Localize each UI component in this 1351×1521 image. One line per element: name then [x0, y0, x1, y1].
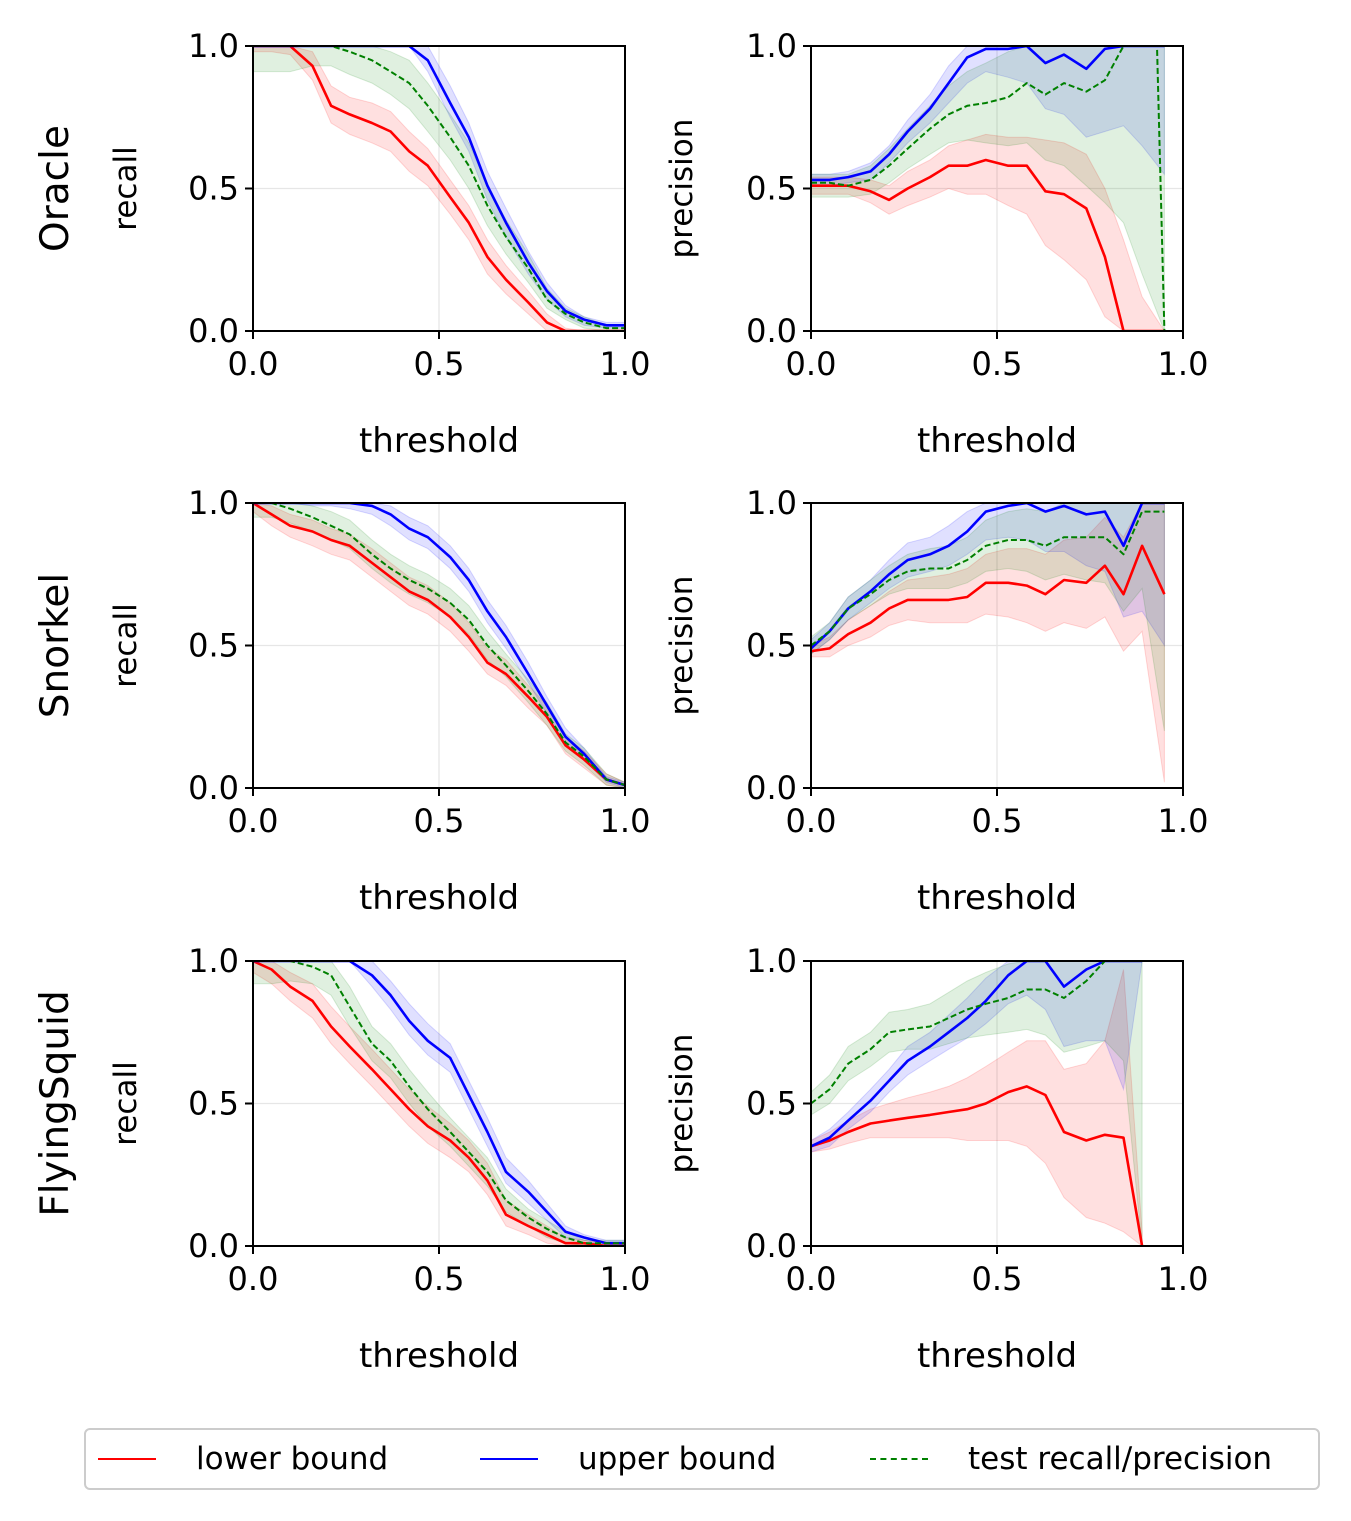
x-tick-label: 1.0 [600, 345, 651, 383]
y-tick-label: 0.5 [746, 170, 797, 208]
y-tick-label: 0.5 [188, 1085, 239, 1123]
y-tick-label: 0.5 [746, 1085, 797, 1123]
y-axis-label: precision [664, 576, 700, 716]
x-tick-label: 0.5 [972, 345, 1023, 383]
row-label: Oracle [33, 125, 78, 252]
x-tick-label: 0.0 [786, 345, 837, 383]
series-lower [253, 503, 625, 787]
legend-label-upper: upper bound [578, 1441, 777, 1477]
series-test [811, 961, 1143, 1105]
legend-label-test: test recall/precision [968, 1441, 1273, 1477]
y-tick-label: 1.0 [746, 27, 797, 65]
band-test [253, 961, 625, 1246]
y-tick-label: 1.0 [746, 942, 797, 980]
series-lower [253, 961, 625, 1246]
band-upper [811, 503, 1165, 655]
band-lower [811, 503, 1165, 783]
x-tick-label: 0.5 [972, 1260, 1023, 1298]
x-tick-label: 1.0 [1158, 802, 1209, 840]
x-tick-label: 0.0 [228, 1260, 279, 1298]
legend-item-test: test recall/precision [870, 1430, 1272, 1488]
panel-3: 0.0 0.5 1.0 0.0 0.5 1.0 threshold recall Snorkel [33, 484, 650, 918]
y-tick-label: 1.0 [188, 484, 239, 522]
series-test [253, 46, 625, 330]
x-tick-label: 1.0 [1158, 345, 1209, 383]
x-tick-label: 0.0 [228, 802, 279, 840]
band-lower [253, 961, 625, 1246]
y-tick-label: 0.0 [746, 1227, 797, 1265]
series-upper [253, 46, 625, 327]
y-axis-label: precision [664, 1034, 700, 1174]
series-test [811, 46, 1166, 331]
y-tick-label: 0.5 [188, 627, 239, 665]
y-tick-label: 1.0 [188, 942, 239, 980]
x-tick-label: 1.0 [1158, 1260, 1209, 1298]
x-axis-label: threshold [359, 421, 519, 461]
series-lower [253, 46, 625, 331]
y-tick-label: 0.0 [188, 312, 239, 350]
band-lower [253, 46, 625, 331]
panel-2: 0.0 0.5 1.0 0.0 0.5 1.0 threshold precision [664, 27, 1208, 461]
y-tick-label: 0.0 [746, 769, 797, 807]
legend-swatch-test [870, 1458, 928, 1460]
band-test [253, 46, 625, 331]
y-tick-label: 0.0 [746, 312, 797, 350]
x-tick-label: 0.5 [972, 802, 1023, 840]
series-upper [253, 503, 625, 787]
legend: lower bound upper bound test recall/prec… [84, 1428, 1320, 1490]
panel-6: 0.0 0.5 1.0 0.0 0.5 1.0 threshold precision [664, 942, 1208, 1376]
y-tick-label: 1.0 [746, 484, 797, 522]
y-axis-label: recall [108, 603, 144, 687]
series-lower [811, 158, 1165, 331]
legend-swatch-lower [98, 1458, 156, 1460]
series-test [253, 503, 625, 787]
panel-4: 0.0 0.5 1.0 0.0 0.5 1.0 threshold precision [664, 484, 1208, 918]
x-tick-label: 0.5 [414, 1260, 465, 1298]
series-upper [811, 961, 1143, 1148]
x-axis-label: threshold [917, 421, 1077, 461]
x-axis-label: threshold [917, 1336, 1077, 1376]
band-upper [811, 46, 1165, 187]
x-tick-label: 0.0 [786, 1260, 837, 1298]
x-axis-label: threshold [917, 878, 1077, 918]
band-test [811, 503, 1165, 732]
x-tick-label: 0.0 [228, 345, 279, 383]
legend-item-upper: upper bound [480, 1430, 776, 1488]
y-axis-label: precision [664, 119, 700, 259]
x-tick-label: 1.0 [600, 1260, 651, 1298]
y-axis-label: recall [108, 1061, 144, 1145]
series-lower [811, 544, 1166, 653]
row-label: FlyingSquid [33, 990, 78, 1216]
series-test [811, 510, 1165, 647]
band-lower [811, 969, 1143, 1246]
y-tick-label: 0.5 [746, 627, 797, 665]
legend-item-lower: lower bound [98, 1430, 388, 1488]
band-lower [811, 133, 1165, 331]
row-label: Snorkel [33, 573, 78, 718]
x-axis-label: threshold [359, 878, 519, 918]
y-tick-label: 0.0 [188, 1227, 239, 1265]
legend-swatch-upper [480, 1458, 538, 1460]
series-upper [811, 46, 1165, 182]
series-lower [811, 1085, 1144, 1246]
y-axis-label: recall [108, 146, 144, 230]
panel-5: 0.0 0.5 1.0 0.0 0.5 1.0 threshold recall FlyingS… [33, 942, 650, 1376]
panel-1: 0.0 0.5 1.0 0.0 0.5 1.0 threshold recall Oracle [33, 27, 650, 461]
band-upper [253, 46, 625, 329]
x-tick-label: 1.0 [600, 802, 651, 840]
series-test [253, 961, 625, 1245]
band-upper [811, 961, 1143, 1153]
x-tick-label: 0.0 [786, 802, 837, 840]
y-tick-label: 0.5 [188, 170, 239, 208]
series-upper [811, 503, 1165, 650]
x-tick-label: 0.5 [414, 345, 465, 383]
y-tick-label: 0.0 [188, 769, 239, 807]
series-upper [253, 961, 625, 1245]
y-tick-label: 1.0 [188, 27, 239, 65]
x-axis-label: threshold [359, 1336, 519, 1376]
legend-label-lower: lower bound [196, 1441, 389, 1477]
x-tick-label: 0.5 [414, 802, 465, 840]
band-upper [253, 961, 625, 1246]
